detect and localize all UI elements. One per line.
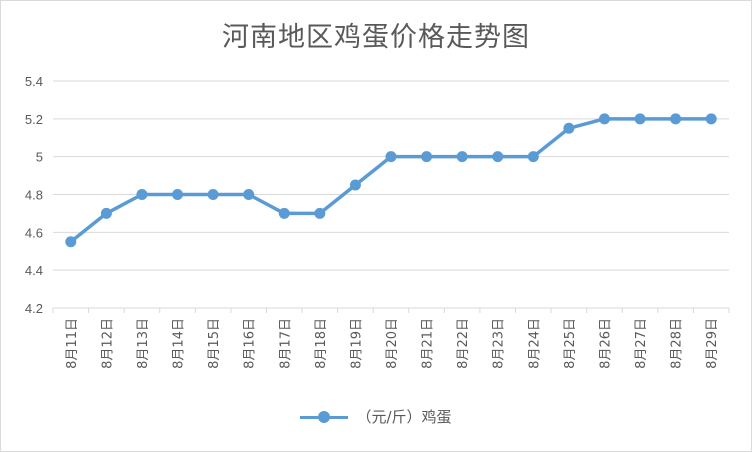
x-tick-label: 8月13日	[136, 318, 151, 369]
y-tick-label: 5	[36, 150, 43, 165]
x-tick-label: 8月16日	[243, 318, 258, 369]
data-point	[456, 151, 468, 163]
x-tick-label: 8月18日	[314, 318, 329, 369]
chart-title: 河南地区鸡蛋价格走势图	[222, 22, 530, 53]
data-point	[100, 207, 112, 219]
x-tick-label: 8月25日	[563, 318, 578, 369]
data-point	[207, 189, 219, 200]
legend-label: （元/斤）鸡蛋	[356, 408, 452, 426]
x-tick-label: 8月11日	[65, 318, 80, 369]
data-point	[172, 189, 184, 200]
data-point	[492, 151, 504, 163]
x-tick-label: 8月28日	[670, 318, 685, 369]
x-tick-label: 8月17日	[278, 318, 293, 369]
x-tick-label: 8月21日	[421, 318, 436, 369]
legend: （元/斤）鸡蛋	[1, 406, 751, 427]
data-point	[136, 189, 148, 200]
y-axis-ticks: 4.2 4.4 4.6 4.8 5 5.2 5.4	[25, 74, 43, 316]
data-point	[314, 207, 326, 219]
data-point	[563, 122, 575, 134]
y-tick-label: 4.6	[25, 225, 43, 240]
x-tick-label: 8月23日	[492, 318, 507, 369]
y-tick-label: 4.2	[25, 301, 43, 316]
x-tick-label: 8月12日	[100, 318, 115, 369]
y-tick-label: 4.4	[25, 263, 43, 278]
x-tick-label: 8月26日	[598, 318, 613, 369]
legend-marker	[300, 410, 349, 424]
x-tick-label: 8月27日	[634, 318, 649, 369]
data-point	[705, 113, 717, 125]
series-layer	[65, 113, 717, 248]
x-tick-label: 8月22日	[456, 318, 471, 369]
data-point	[527, 151, 539, 163]
data-point	[349, 179, 361, 191]
data-point	[670, 113, 682, 125]
x-tick-label: 8月14日	[172, 318, 187, 369]
y-tick-label: 5.4	[25, 74, 43, 89]
x-tick-label: 8月29日	[705, 318, 720, 369]
y-tick-label: 5.2	[25, 112, 43, 127]
data-point	[385, 151, 397, 163]
series-line	[69, 117, 712, 244]
y-tick-label: 4.8	[25, 188, 43, 203]
x-tick-label: 8月15日	[207, 318, 222, 369]
x-tick-label: 8月24日	[527, 318, 542, 369]
data-point	[421, 151, 433, 163]
data-point	[65, 236, 77, 248]
x-tick-label: 8月20日	[385, 318, 400, 369]
data-point	[278, 207, 290, 219]
data-point	[634, 113, 646, 125]
x-axis-ticks: 8月11日 8月12日 8月13日 8月14日 8月15日 8月16日 8月17日 8月18日…	[52, 308, 730, 369]
data-point	[243, 189, 255, 200]
data-point	[598, 113, 610, 125]
x-tick-label: 8月19日	[349, 318, 364, 369]
